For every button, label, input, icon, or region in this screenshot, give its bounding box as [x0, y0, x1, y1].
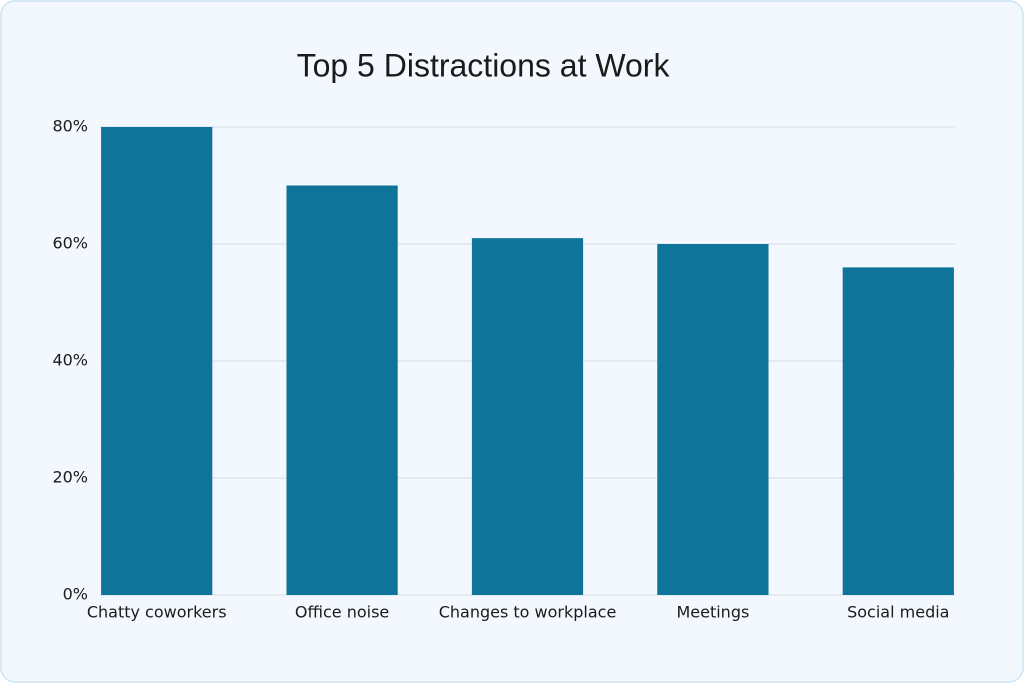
- x-tick-label: Changes to workplace: [439, 603, 617, 622]
- bar: [286, 185, 398, 595]
- bar: [657, 244, 769, 595]
- y-tick-label: 20%: [52, 468, 88, 487]
- x-tick-label: Office noise: [295, 603, 389, 622]
- x-tick-label: Social media: [847, 603, 949, 622]
- y-tick-label: 80%: [52, 117, 88, 136]
- bar: [101, 127, 213, 595]
- y-tick-label: 60%: [52, 234, 88, 253]
- y-tick-label: 40%: [52, 351, 88, 370]
- bar: [842, 267, 954, 595]
- chart-title: Top 5 Distractions at Work: [297, 47, 671, 83]
- y-tick-label: 0%: [63, 585, 88, 604]
- x-tick-label: Meetings: [676, 603, 749, 622]
- bar: [471, 238, 584, 595]
- x-tick-label: Chatty coworkers: [87, 603, 227, 622]
